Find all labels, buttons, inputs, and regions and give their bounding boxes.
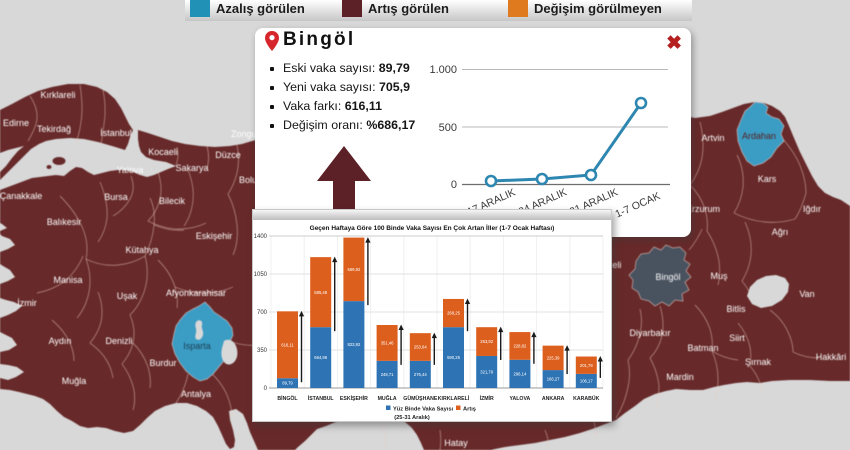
svg-text:228,82: 228,82 bbox=[513, 344, 526, 349]
svg-text:(25-31 Aralık): (25-31 Aralık) bbox=[394, 415, 430, 421]
svg-text:YALOVA: YALOVA bbox=[510, 396, 531, 402]
svg-text:1400: 1400 bbox=[254, 234, 268, 240]
svg-text:MUĞLA: MUĞLA bbox=[378, 394, 397, 402]
svg-text:Kütahya: Kütahya bbox=[125, 245, 158, 255]
svg-text:166,27: 166,27 bbox=[547, 377, 560, 382]
svg-text:Hatay: Hatay bbox=[444, 438, 468, 448]
svg-text:BİNGÖL: BİNGÖL bbox=[277, 395, 298, 402]
svg-text:Ağrı: Ağrı bbox=[772, 227, 789, 237]
svg-text:664,98: 664,98 bbox=[314, 355, 327, 360]
svg-text:Burdur: Burdur bbox=[149, 358, 176, 368]
svg-text:616,11: 616,11 bbox=[281, 342, 294, 347]
svg-text:Sakarya: Sakarya bbox=[175, 163, 208, 173]
svg-text:253,64: 253,64 bbox=[414, 345, 427, 350]
svg-text:KARABÜK: KARABÜK bbox=[573, 395, 599, 402]
svg-text:Eskişehir: Eskişehir bbox=[196, 231, 233, 241]
svg-text:Iğdır: Iğdır bbox=[803, 204, 821, 214]
svg-text:Hakkâri: Hakkâri bbox=[816, 352, 847, 362]
svg-text:Kars: Kars bbox=[758, 174, 777, 184]
svg-text:700: 700 bbox=[257, 310, 268, 316]
svg-text:Balıkesir: Balıkesir bbox=[47, 217, 82, 227]
svg-text:İSTANBUL: İSTANBUL bbox=[308, 395, 335, 402]
svg-text:Zonguldak: Zonguldak bbox=[231, 129, 274, 139]
svg-text:Van: Van bbox=[799, 289, 814, 299]
svg-text:Yalova: Yalova bbox=[117, 165, 144, 175]
svg-text:296,14: 296,14 bbox=[513, 371, 526, 376]
svg-text:89,79: 89,79 bbox=[282, 381, 293, 386]
svg-text:Çanakkale: Çanakkale bbox=[0, 191, 42, 201]
svg-text:Muğla: Muğla bbox=[62, 376, 87, 386]
svg-text:Afyonkarahisar: Afyonkarahisar bbox=[166, 288, 226, 298]
svg-text:Bursa: Bursa bbox=[104, 192, 128, 202]
svg-text:Antalya: Antalya bbox=[181, 389, 211, 399]
svg-text:Bilecik: Bilecik bbox=[159, 196, 186, 206]
svg-text:İzmir: İzmir bbox=[17, 298, 37, 308]
svg-text:Bingöl: Bingöl bbox=[655, 272, 680, 282]
svg-text:Artış: Artış bbox=[463, 407, 476, 413]
svg-text:253,92: 253,92 bbox=[480, 339, 493, 344]
svg-text:Diyarbakır: Diyarbakır bbox=[629, 328, 670, 338]
svg-text:569,92: 569,92 bbox=[347, 267, 360, 272]
svg-text:225,39: 225,39 bbox=[547, 355, 560, 360]
svg-text:Aydın: Aydın bbox=[49, 336, 72, 346]
svg-text:321,79: 321,79 bbox=[480, 370, 493, 375]
svg-text:0: 0 bbox=[451, 179, 457, 191]
svg-text:Isparta: Isparta bbox=[183, 341, 211, 351]
svg-text:268,25: 268,25 bbox=[447, 311, 460, 316]
svg-text:248,71: 248,71 bbox=[381, 372, 394, 377]
svg-text:Manisa: Manisa bbox=[53, 275, 82, 285]
svg-text:Şırnak: Şırnak bbox=[745, 357, 772, 367]
svg-text:1-7 OCAK: 1-7 OCAK bbox=[613, 190, 662, 220]
svg-text:Bolu: Bolu bbox=[239, 175, 257, 185]
svg-text:Muş: Muş bbox=[710, 271, 728, 281]
svg-text:106,17: 106,17 bbox=[580, 379, 593, 384]
svg-text:201,79: 201,79 bbox=[580, 363, 593, 368]
svg-text:Düzce: Düzce bbox=[215, 150, 241, 160]
svg-text:GÜMÜŞHANE: GÜMÜŞHANE bbox=[403, 395, 438, 402]
svg-text:ANKARA: ANKARA bbox=[542, 396, 565, 402]
svg-text:Kocaeli: Kocaeli bbox=[148, 147, 178, 157]
svg-text:Edirne: Edirne bbox=[3, 118, 29, 128]
svg-text:İZMİR: İZMİR bbox=[480, 395, 494, 402]
svg-text:Batman: Batman bbox=[687, 343, 718, 353]
svg-text:Siirt: Siirt bbox=[729, 333, 745, 343]
svg-text:Mardin: Mardin bbox=[666, 372, 694, 382]
svg-text:Yüz Binde Vaka Sayısı: Yüz Binde Vaka Sayısı bbox=[393, 407, 453, 413]
svg-text:Artvin: Artvin bbox=[701, 133, 724, 143]
svg-text:823,92: 823,92 bbox=[347, 342, 360, 347]
svg-text:1.000: 1.000 bbox=[429, 64, 457, 76]
svg-text:0: 0 bbox=[264, 386, 268, 392]
svg-text:Bitlis: Bitlis bbox=[726, 304, 746, 314]
svg-text:KIRKLARELİ: KIRKLARELİ bbox=[438, 395, 470, 402]
svg-text:276,44: 276,44 bbox=[414, 372, 427, 377]
svg-text:585,48: 585,48 bbox=[314, 290, 327, 295]
svg-text:500: 500 bbox=[439, 122, 457, 134]
svg-text:İstanbul: İstanbul bbox=[100, 128, 132, 138]
svg-text:ESKİŞEHİR: ESKİŞEHİR bbox=[340, 395, 368, 402]
svg-text:351,46: 351,46 bbox=[381, 341, 394, 346]
svg-text:Kırklareli: Kırklareli bbox=[40, 90, 75, 100]
svg-text:Denizli: Denizli bbox=[105, 336, 132, 346]
svg-text:Tekirdağ: Tekirdağ bbox=[37, 124, 71, 134]
svg-text:Ardahan: Ardahan bbox=[742, 131, 776, 141]
svg-text:Uşak: Uşak bbox=[117, 291, 138, 301]
svg-text:Erzurum: Erzurum bbox=[686, 204, 720, 214]
svg-text:590,25: 590,25 bbox=[447, 355, 460, 360]
svg-text:1050: 1050 bbox=[254, 272, 268, 278]
svg-text:350: 350 bbox=[257, 348, 268, 354]
